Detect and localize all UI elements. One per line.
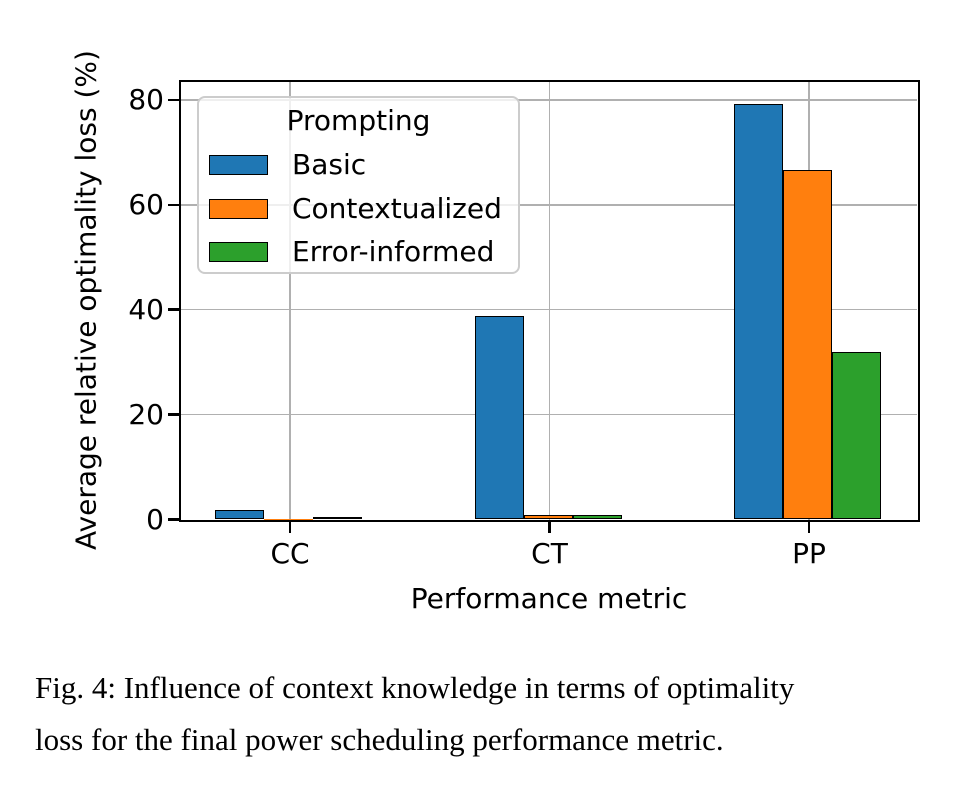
- x-tick-label: CC: [270, 536, 310, 570]
- bar-basic: [215, 510, 264, 520]
- bar-contextualized: [783, 170, 832, 520]
- legend-title: Prompting: [286, 104, 431, 137]
- bar-contextualized: [523, 515, 573, 520]
- bar-error-informed: [572, 515, 622, 520]
- bar-error-informed: [832, 351, 881, 520]
- legend-swatch-3: [209, 242, 268, 262]
- legend-label-1: Basic: [292, 148, 367, 181]
- x-tick-mark: [548, 522, 551, 533]
- x-tick-label: PP: [792, 536, 826, 570]
- y-tick-label: 0: [146, 502, 164, 536]
- x-tick-mark: [807, 522, 811, 533]
- caption-line-2: loss for the final power scheduling perf…: [35, 722, 724, 757]
- bar-error-informed: [313, 517, 362, 520]
- y-tick-label: 80: [128, 82, 164, 116]
- bar-basic: [474, 316, 524, 520]
- x-tick-mark: [288, 522, 292, 533]
- legend-swatch-2: [209, 198, 268, 219]
- legend-swatch-1: [209, 155, 268, 175]
- x-tick-label: CT: [531, 536, 568, 570]
- gridline-vertical: [289, 82, 291, 520]
- x-axis-title: Performance metric: [410, 582, 688, 615]
- y-tick-mark: [168, 308, 181, 311]
- bar-basic: [734, 103, 783, 520]
- y-tick-mark: [168, 413, 181, 416]
- y-tick-label: 20: [128, 397, 164, 431]
- legend: Prompting Basic Contextualized Error-infor…: [197, 96, 520, 274]
- figure-caption: Fig. 4: Influence of context knowledge i…: [35, 662, 957, 766]
- caption-line-1: Fig. 4: Influence of context knowledge i…: [35, 670, 795, 705]
- y-tick-label: 60: [128, 187, 164, 221]
- legend-label-3: Error-informed: [292, 235, 495, 268]
- y-tick-mark: [168, 203, 181, 206]
- y-tick-mark: [168, 518, 181, 521]
- y-tick-mark: [168, 98, 181, 102]
- y-tick-label: 40: [128, 292, 164, 326]
- gridline-vertical: [548, 82, 551, 520]
- legend-label-2: Contextualized: [292, 191, 502, 225]
